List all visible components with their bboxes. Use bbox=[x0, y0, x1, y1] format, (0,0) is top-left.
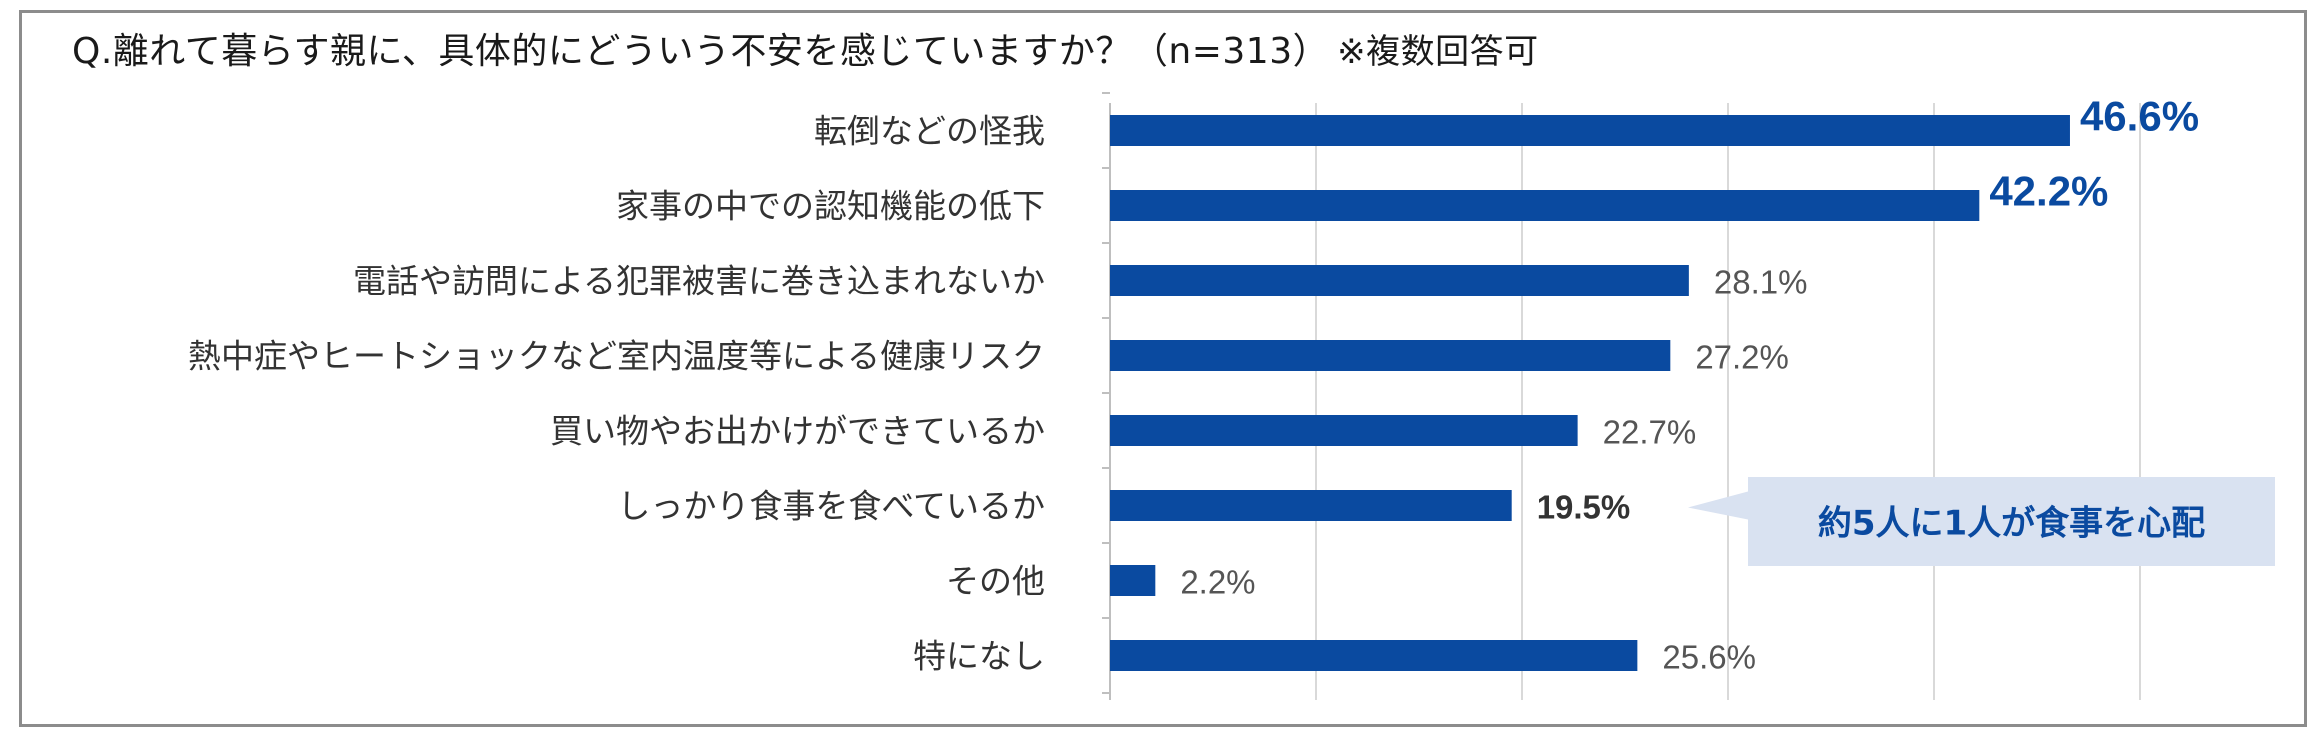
question-note: ※複数回答可 bbox=[1337, 32, 1539, 72]
value-label: 28.1% bbox=[1714, 264, 1808, 301]
category-label: 特になし bbox=[913, 637, 1045, 676]
category-label: 熱中症やヒートショックなど室内温度等による健康リスク bbox=[188, 337, 1045, 376]
value-label: 42.2% bbox=[1989, 168, 2108, 215]
value-label: 46.6% bbox=[2080, 93, 2199, 140]
question-text: Q.離れて暮らす親に、具体的にどういう不安を感じていますか？（n=313） bbox=[72, 31, 1330, 72]
category-label: 転倒などの怪我 bbox=[814, 112, 1045, 151]
bar bbox=[1110, 340, 1671, 371]
value-label: 27.2% bbox=[1695, 339, 1789, 376]
category-label: 家事の中での認知機能の低下 bbox=[616, 187, 1045, 226]
bar bbox=[1110, 415, 1578, 446]
bar bbox=[1110, 265, 1689, 296]
value-label: 22.7% bbox=[1603, 414, 1697, 451]
category-label: その他 bbox=[946, 562, 1045, 601]
question-title: Q.離れて暮らす親に、具体的にどういう不安を感じていますか？（n=313） ※複数… bbox=[72, 22, 1539, 74]
bar bbox=[1110, 190, 1980, 221]
category-label: 買い物やお出かけができているか bbox=[550, 412, 1045, 451]
value-label: 19.5% bbox=[1537, 489, 1631, 526]
callout-box bbox=[1688, 477, 2275, 566]
category-label: しっかり食事を食べているか bbox=[617, 487, 1045, 526]
bar bbox=[1110, 565, 1156, 596]
callout-text: 約5人に1人が食事を心配 bbox=[1818, 504, 2205, 544]
category-label: 電話や訪問による犯罪被害に巻き込まれないか bbox=[353, 262, 1045, 301]
bar bbox=[1110, 640, 1638, 671]
bar bbox=[1110, 115, 2070, 146]
value-label: 2.2% bbox=[1180, 564, 1255, 601]
bar bbox=[1110, 490, 1512, 521]
value-label: 25.6% bbox=[1662, 639, 1756, 676]
